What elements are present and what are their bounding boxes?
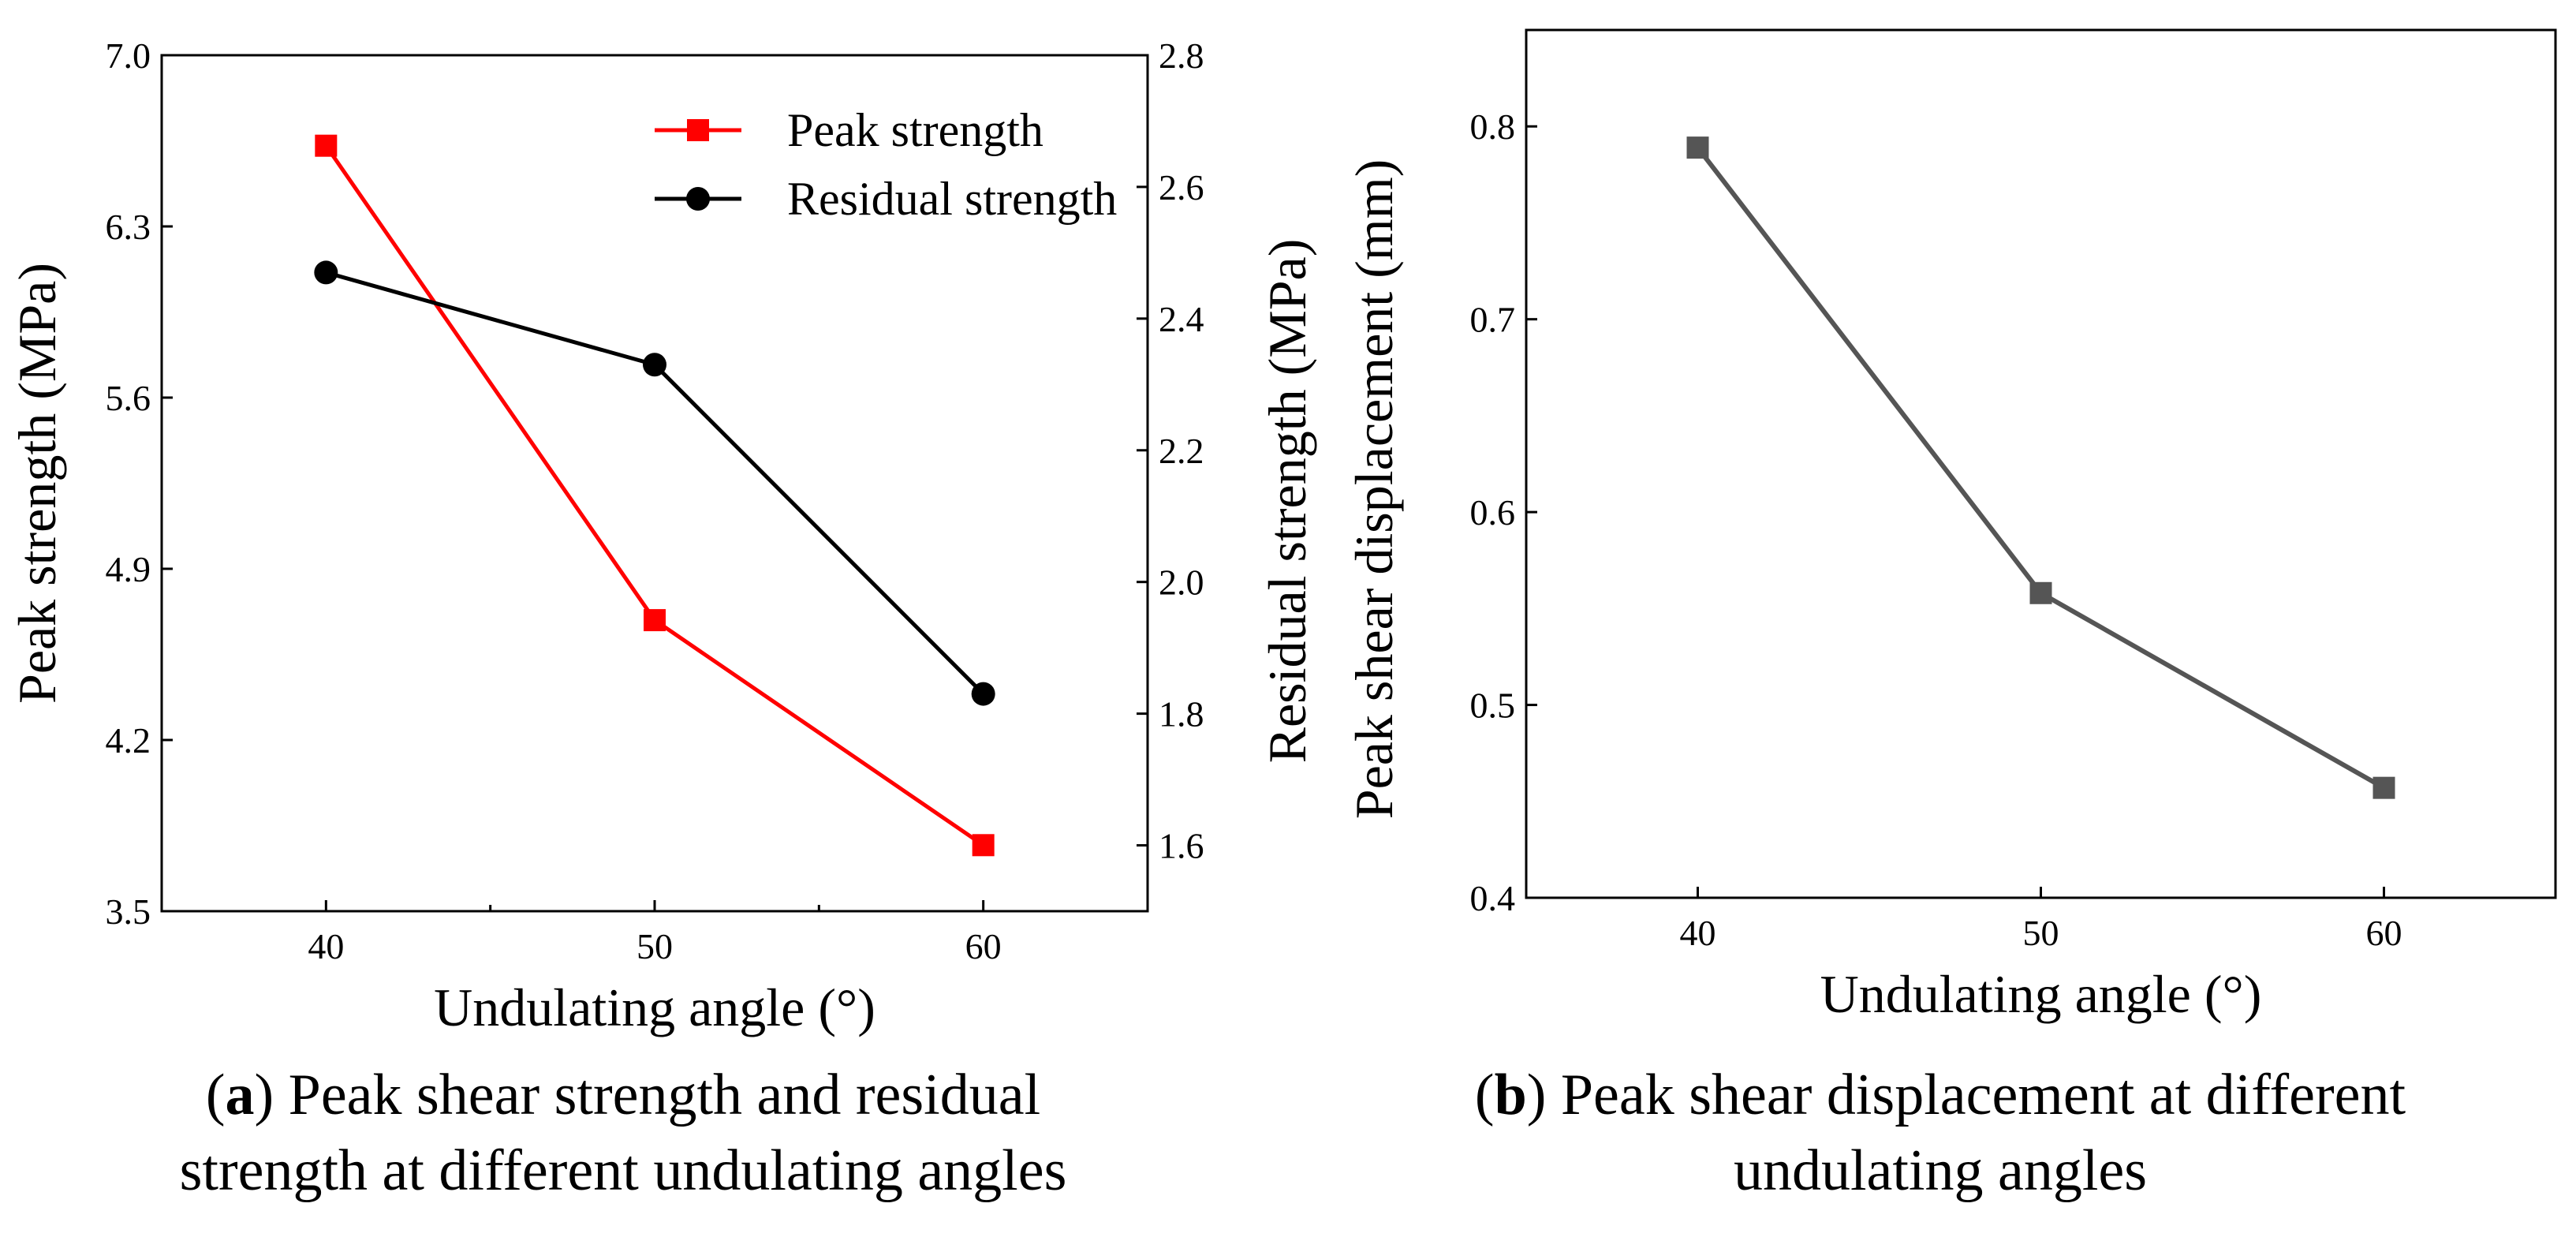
right-tick-label: 2.4 [1159, 299, 1204, 339]
caption-a-line2: strength at different undulating angles [179, 1138, 1067, 1203]
x-tick-label: 50 [637, 926, 673, 966]
left-tick-label: 5.6 [106, 378, 151, 418]
right-tick-label: 2.6 [1159, 167, 1204, 207]
legend-marker-peak-strength [687, 119, 709, 141]
x-tick-label: 40 [1680, 913, 1716, 953]
caption-b-letter: b [1494, 1063, 1527, 1127]
chart-a-right-axis-ticks: 1.6 1.8 2.0 2.2 2.4 2.6 2.8 [1137, 36, 1204, 866]
right-tick-label: 2.8 [1159, 36, 1204, 76]
left-tick-label: 4.9 [106, 549, 151, 589]
left-tick-label: 3.5 [106, 891, 151, 932]
chart-a-x-axis-title: Undulating angle (°) [434, 977, 875, 1037]
chart-a-peak-residual-strength: 3.5 4.2 4.9 5.6 6.3 7.0 1.6 1.8 2.0 2.2 2.4 2.6 2.8… [7, 36, 1317, 1037]
y-tick-label: 0.5 [1470, 686, 1516, 726]
right-tick-label: 2.2 [1159, 431, 1204, 471]
chart-b-peak-shear-displacement: 0.4 0.5 0.6 0.7 0.8 40 50 60 Undulating angle … [1344, 28, 2557, 1024]
caption-a: (a) Peak shear strength and residual str… [179, 1063, 1067, 1203]
data-point-peak-shear-displacement [2373, 776, 2395, 799]
series-line-peak-shear-displacement [1696, 146, 2385, 790]
chart-b-y-axis-title: Peak shear displacement (mm) [1344, 159, 1404, 820]
chart-a-legend: Peak strength Residual strength [655, 104, 1117, 225]
caption-b-line1: ) Peak shear displacement at different [1526, 1063, 2406, 1127]
data-point-peak-strength [315, 134, 338, 157]
chart-a-left-axis-title: Peak strength (MPa) [7, 263, 67, 704]
data-point-peak-shear-displacement [1686, 136, 1709, 159]
y-tick-label: 0.7 [1470, 300, 1516, 340]
left-tick-label: 7.0 [106, 36, 151, 76]
chart-b-plot-frame [1525, 28, 2557, 899]
legend-label-residual-strength: Residual strength [787, 173, 1117, 225]
data-point-peak-shear-displacement [2029, 581, 2052, 604]
right-tick-label: 2.0 [1159, 562, 1204, 603]
y-tick-label: 0.4 [1470, 878, 1516, 918]
right-tick-label: 1.8 [1159, 694, 1204, 734]
y-tick-label: 0.6 [1470, 492, 1516, 533]
left-tick-label: 6.3 [106, 207, 151, 247]
chart-a-series [314, 134, 995, 857]
x-tick-label: 50 [2023, 913, 2059, 953]
caption-b-line2: undulating angles [1733, 1138, 2148, 1203]
y-tick-label: 0.8 [1470, 107, 1516, 147]
left-tick-label: 4.2 [106, 720, 151, 761]
legend-marker-residual-strength [686, 187, 710, 211]
x-tick-label: 40 [308, 926, 344, 966]
series-line-peak-strength [324, 144, 985, 847]
caption-b: (b) Peak shear displacement at different… [1474, 1063, 2406, 1203]
chart-b-x-axis-title: Undulating angle (°) [1820, 964, 2262, 1024]
chart-a-left-axis-ticks: 3.5 4.2 4.9 5.6 6.3 7.0 [106, 36, 173, 932]
caption-a-line1: ) Peak shear strength and residual [254, 1063, 1041, 1127]
data-point-peak-strength [972, 834, 995, 857]
chart-a-right-axis-title: Residual strength (MPa) [1257, 239, 1317, 764]
data-point-residual-strength [643, 353, 666, 377]
data-point-residual-strength [314, 260, 338, 285]
chart-b-y-axis-ticks: 0.4 0.5 0.6 0.7 0.8 [1470, 107, 1537, 918]
right-tick-label: 1.6 [1159, 826, 1204, 866]
data-point-residual-strength [971, 682, 995, 706]
chart-a-x-axis-ticks: 40 50 60 [308, 900, 1002, 966]
chart-b-series [1686, 136, 2395, 799]
caption-a-letter: a [225, 1063, 255, 1127]
data-point-peak-strength [644, 609, 666, 632]
x-tick-label: 60 [965, 926, 1002, 966]
x-tick-label: 60 [2366, 913, 2402, 953]
chart-b-x-axis-ticks: 40 50 60 [1680, 887, 2402, 953]
legend-label-peak-strength: Peak strength [787, 104, 1043, 156]
